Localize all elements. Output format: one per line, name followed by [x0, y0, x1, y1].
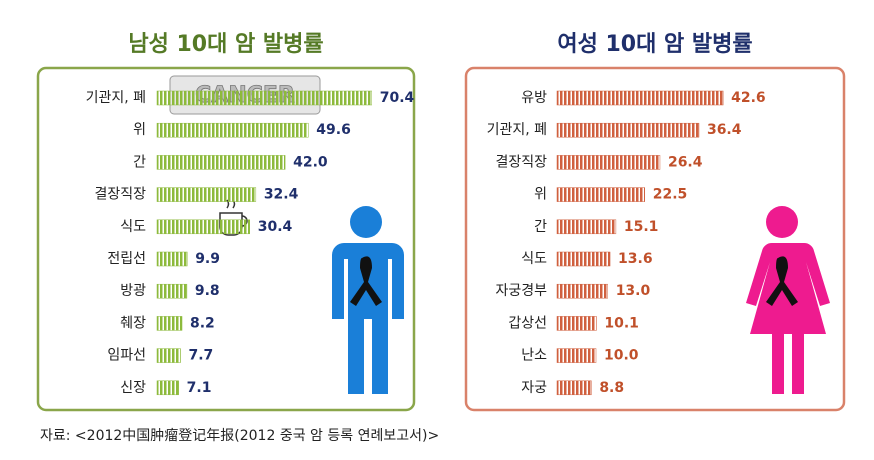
value-label: 49.6 — [316, 122, 351, 138]
value-label: 7.7 — [188, 348, 213, 364]
category-label: 전립선 — [107, 251, 146, 267]
value-label: 30.4 — [258, 219, 293, 235]
category-label: 자궁 — [521, 380, 547, 396]
category-label: 췌장 — [120, 315, 146, 331]
bar — [156, 187, 257, 202]
bar — [156, 219, 250, 235]
value-label: 70.4 — [380, 90, 415, 106]
value-label: 8.2 — [190, 315, 215, 331]
bar — [156, 90, 372, 106]
category-label: 결장직장 — [495, 154, 547, 170]
bar — [156, 316, 183, 331]
bar — [556, 122, 700, 138]
category-label: 갑상선 — [508, 315, 547, 331]
value-label: 8.8 — [599, 380, 624, 396]
value-label: 9.9 — [195, 251, 220, 267]
value-label: 15.1 — [624, 219, 659, 235]
bar — [556, 155, 661, 170]
category-label: 위 — [133, 122, 146, 138]
category-label: 방광 — [120, 283, 146, 299]
category-label: 신장 — [120, 380, 146, 396]
bar — [556, 187, 645, 202]
value-label: 32.4 — [264, 187, 299, 203]
bar — [156, 283, 188, 299]
female-figure — [746, 206, 830, 394]
value-label: 13.6 — [618, 251, 653, 267]
chart-title: 여성 10대 암 발병률 — [557, 32, 752, 57]
value-label: 22.5 — [653, 187, 688, 203]
bar — [156, 122, 309, 138]
panel-frame — [36, 66, 416, 412]
bar — [156, 348, 181, 363]
category-label: 위 — [534, 187, 547, 203]
category-label: 간 — [534, 219, 547, 235]
value-label: 42.0 — [293, 154, 328, 170]
chart-title: 남성 10대 암 발병률 — [128, 32, 323, 57]
value-label: 9.8 — [195, 283, 220, 299]
category-label: 기관지, 폐 — [487, 122, 547, 138]
bar — [556, 251, 611, 267]
category-label: 자궁경부 — [495, 283, 547, 299]
panel-frame — [464, 66, 846, 412]
value-label: 7.1 — [187, 380, 212, 396]
bar — [556, 90, 724, 106]
category-label: 임파선 — [107, 348, 146, 364]
value-label: 10.0 — [604, 348, 639, 364]
bar — [556, 219, 617, 235]
male-figure — [332, 206, 404, 394]
category-label: 유방 — [521, 90, 547, 106]
bar — [156, 155, 286, 170]
category-label: 식도 — [120, 219, 146, 235]
category-label: 기관지, 폐 — [86, 90, 146, 106]
value-label: 13.0 — [616, 283, 651, 299]
bar — [156, 380, 179, 396]
source-note: 자료: <2012中国肿瘤登记年报(2012 중국 암 등록 연례보고서)> — [40, 427, 439, 444]
bar — [156, 251, 188, 267]
bar — [556, 316, 597, 331]
value-label: 36.4 — [707, 122, 742, 138]
category-label: 난소 — [521, 348, 547, 364]
value-label: 42.6 — [731, 90, 766, 106]
value-label: 26.4 — [668, 154, 703, 170]
value-label: 10.1 — [604, 315, 639, 331]
category-label: 결장직장 — [94, 187, 146, 203]
category-label: 식도 — [521, 251, 547, 267]
bar — [556, 348, 597, 363]
bar — [556, 380, 592, 396]
category-label: 간 — [133, 154, 146, 170]
bar — [556, 283, 608, 299]
